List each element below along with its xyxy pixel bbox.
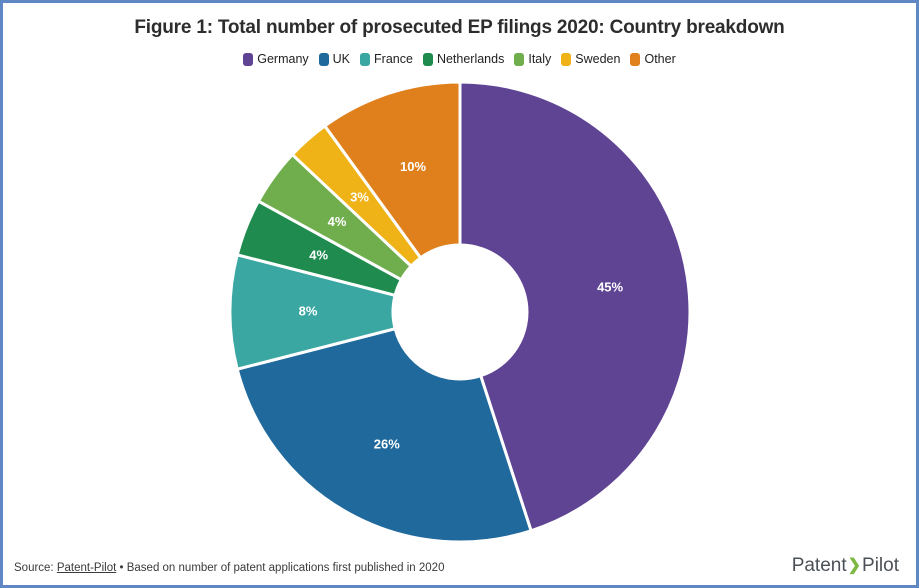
- legend-item-uk: UK: [318, 52, 351, 66]
- legend-swatch: [360, 52, 371, 66]
- source-separator: •: [119, 562, 124, 574]
- pie-slice-france: [228, 253, 397, 371]
- donut-chart: 45%26%8%4%4%3%10%: [228, 80, 692, 544]
- slice-label-germany: 45%: [597, 280, 623, 295]
- pie-slice-uk: [235, 327, 533, 544]
- legend-label: Other: [644, 52, 676, 66]
- legend-label: France: [374, 52, 413, 66]
- legend-item-italy: Italy: [514, 52, 551, 66]
- legend-swatch: [318, 52, 329, 66]
- pie-slice-other: [323, 80, 462, 260]
- legend-swatch: [514, 52, 525, 66]
- legend-swatch: [422, 52, 433, 66]
- source-line: Source: Patent-Pilot • Based on number o…: [14, 562, 444, 574]
- logo-text-right: Pilot: [862, 555, 899, 576]
- legend-label: Sweden: [575, 52, 621, 66]
- logo-text-left: Patent: [791, 555, 847, 576]
- chart-legend: Germany UK France Netherlands Italy Sweden Oth…: [3, 52, 916, 66]
- legend-item-germany: Germany: [243, 52, 309, 66]
- source-note: Based on number of patent applications f…: [126, 562, 445, 574]
- source-prefix: Source:: [14, 562, 54, 574]
- legend-label: Netherlands: [436, 52, 505, 66]
- legend-item-france: France: [360, 52, 413, 66]
- slice-label-sweden: 3%: [350, 189, 369, 204]
- legend-item-netherlands: Netherlands: [422, 52, 505, 66]
- pie-slice-germany: [458, 80, 692, 533]
- legend-label: UK: [332, 52, 351, 66]
- legend-swatch: [243, 52, 254, 66]
- slice-label-netherlands: 4%: [309, 247, 328, 262]
- legend-label: Italy: [528, 52, 552, 66]
- legend-item-other: Other: [630, 52, 676, 66]
- chart-title: Figure 1: Total number of prosecuted EP …: [134, 17, 785, 38]
- chevron-right-icon: ❯: [847, 557, 862, 574]
- legend-label: Germany: [257, 52, 309, 66]
- slice-label-uk: 26%: [374, 437, 400, 452]
- legend-item-sweden: Sweden: [561, 52, 620, 66]
- legend-swatch: [630, 52, 641, 66]
- legend-swatch: [561, 52, 572, 66]
- slice-label-other: 10%: [400, 159, 426, 174]
- slice-label-france: 8%: [299, 303, 318, 318]
- patent-pilot-logo[interactable]: Patent ❯ Pilot: [792, 555, 899, 577]
- slice-label-italy: 4%: [328, 214, 347, 229]
- source-link[interactable]: Patent-Pilot: [56, 562, 117, 574]
